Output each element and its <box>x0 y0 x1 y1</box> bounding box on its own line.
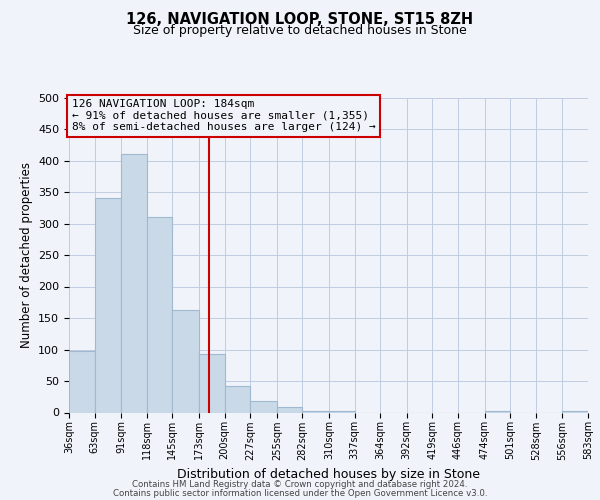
Text: Contains HM Land Registry data © Crown copyright and database right 2024.: Contains HM Land Registry data © Crown c… <box>132 480 468 489</box>
Bar <box>485 411 510 412</box>
Bar <box>172 310 199 412</box>
Bar <box>147 217 172 412</box>
Bar <box>329 411 355 412</box>
Bar <box>95 198 121 412</box>
Bar <box>562 411 588 412</box>
Bar <box>199 354 224 412</box>
Bar <box>277 408 302 412</box>
X-axis label: Distribution of detached houses by size in Stone: Distribution of detached houses by size … <box>177 468 480 481</box>
Text: Size of property relative to detached houses in Stone: Size of property relative to detached ho… <box>133 24 467 37</box>
Text: 126 NAVIGATION LOOP: 184sqm
← 91% of detached houses are smaller (1,355)
8% of s: 126 NAVIGATION LOOP: 184sqm ← 91% of det… <box>71 99 376 132</box>
Bar <box>69 352 95 412</box>
Text: 126, NAVIGATION LOOP, STONE, ST15 8ZH: 126, NAVIGATION LOOP, STONE, ST15 8ZH <box>127 12 473 28</box>
Bar <box>302 410 329 412</box>
Y-axis label: Number of detached properties: Number of detached properties <box>20 162 32 348</box>
Bar <box>224 386 250 412</box>
Text: Contains public sector information licensed under the Open Government Licence v3: Contains public sector information licen… <box>113 489 487 498</box>
Bar <box>250 400 277 412</box>
Bar <box>121 154 147 412</box>
